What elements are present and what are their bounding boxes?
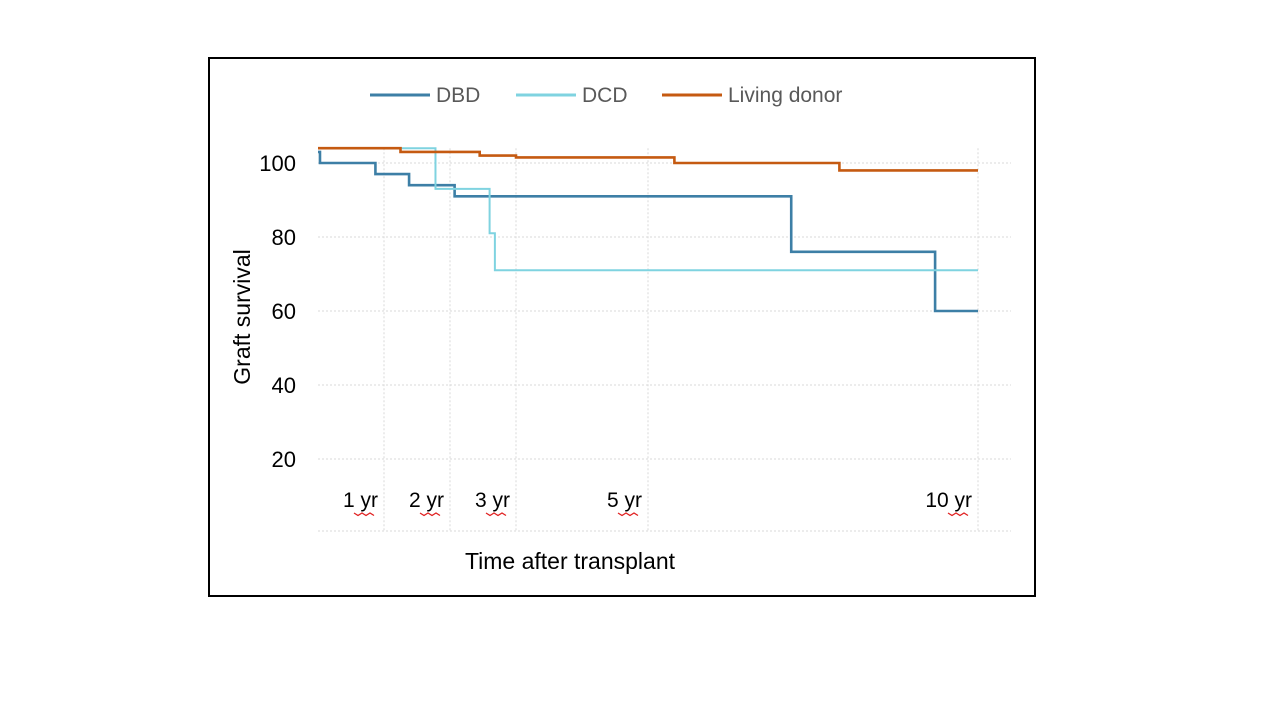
x-tick-label: 2 yr [409, 489, 444, 512]
x-tick-label: 5 yr [607, 489, 642, 512]
spellcheck-squiggle [617, 512, 639, 517]
series-line-dcd [318, 147, 978, 272]
spellcheck-squiggle [485, 512, 507, 517]
x-tick-label: 1 yr [343, 489, 378, 512]
legend-label-dbd: DBD [436, 84, 480, 107]
series-line-dbd [318, 150, 978, 313]
spellcheck-squiggle [947, 512, 969, 517]
y-tick-label: 100 [259, 151, 296, 176]
legend-label-dcd: DCD [582, 84, 628, 107]
spellcheck-squiggle [353, 512, 375, 517]
series-line-living-donor [318, 146, 978, 172]
y-tick-label: 80 [272, 225, 296, 250]
x-tick-label: 3 yr [475, 489, 510, 512]
legend-label-living-donor: Living donor [728, 84, 842, 107]
y-axis-title: Graft survival [229, 249, 255, 384]
spellcheck-squiggle [419, 512, 441, 517]
x-axis-title: Time after transplant [465, 548, 676, 574]
x-tick-label: 10 yr [925, 489, 972, 512]
chart-svg: 100 80 60 40 20 1 yr 2 yr 3 yr 5 yr 10 yr DBD DCD L… [229, 84, 1011, 574]
y-tick-label: 40 [272, 373, 296, 398]
chart-frame: 100 80 60 40 20 1 yr 2 yr 3 yr 5 yr 10 yr DBD DCD L… [208, 57, 1036, 597]
y-tick-label: 20 [272, 447, 296, 472]
y-tick-label: 60 [272, 299, 296, 324]
